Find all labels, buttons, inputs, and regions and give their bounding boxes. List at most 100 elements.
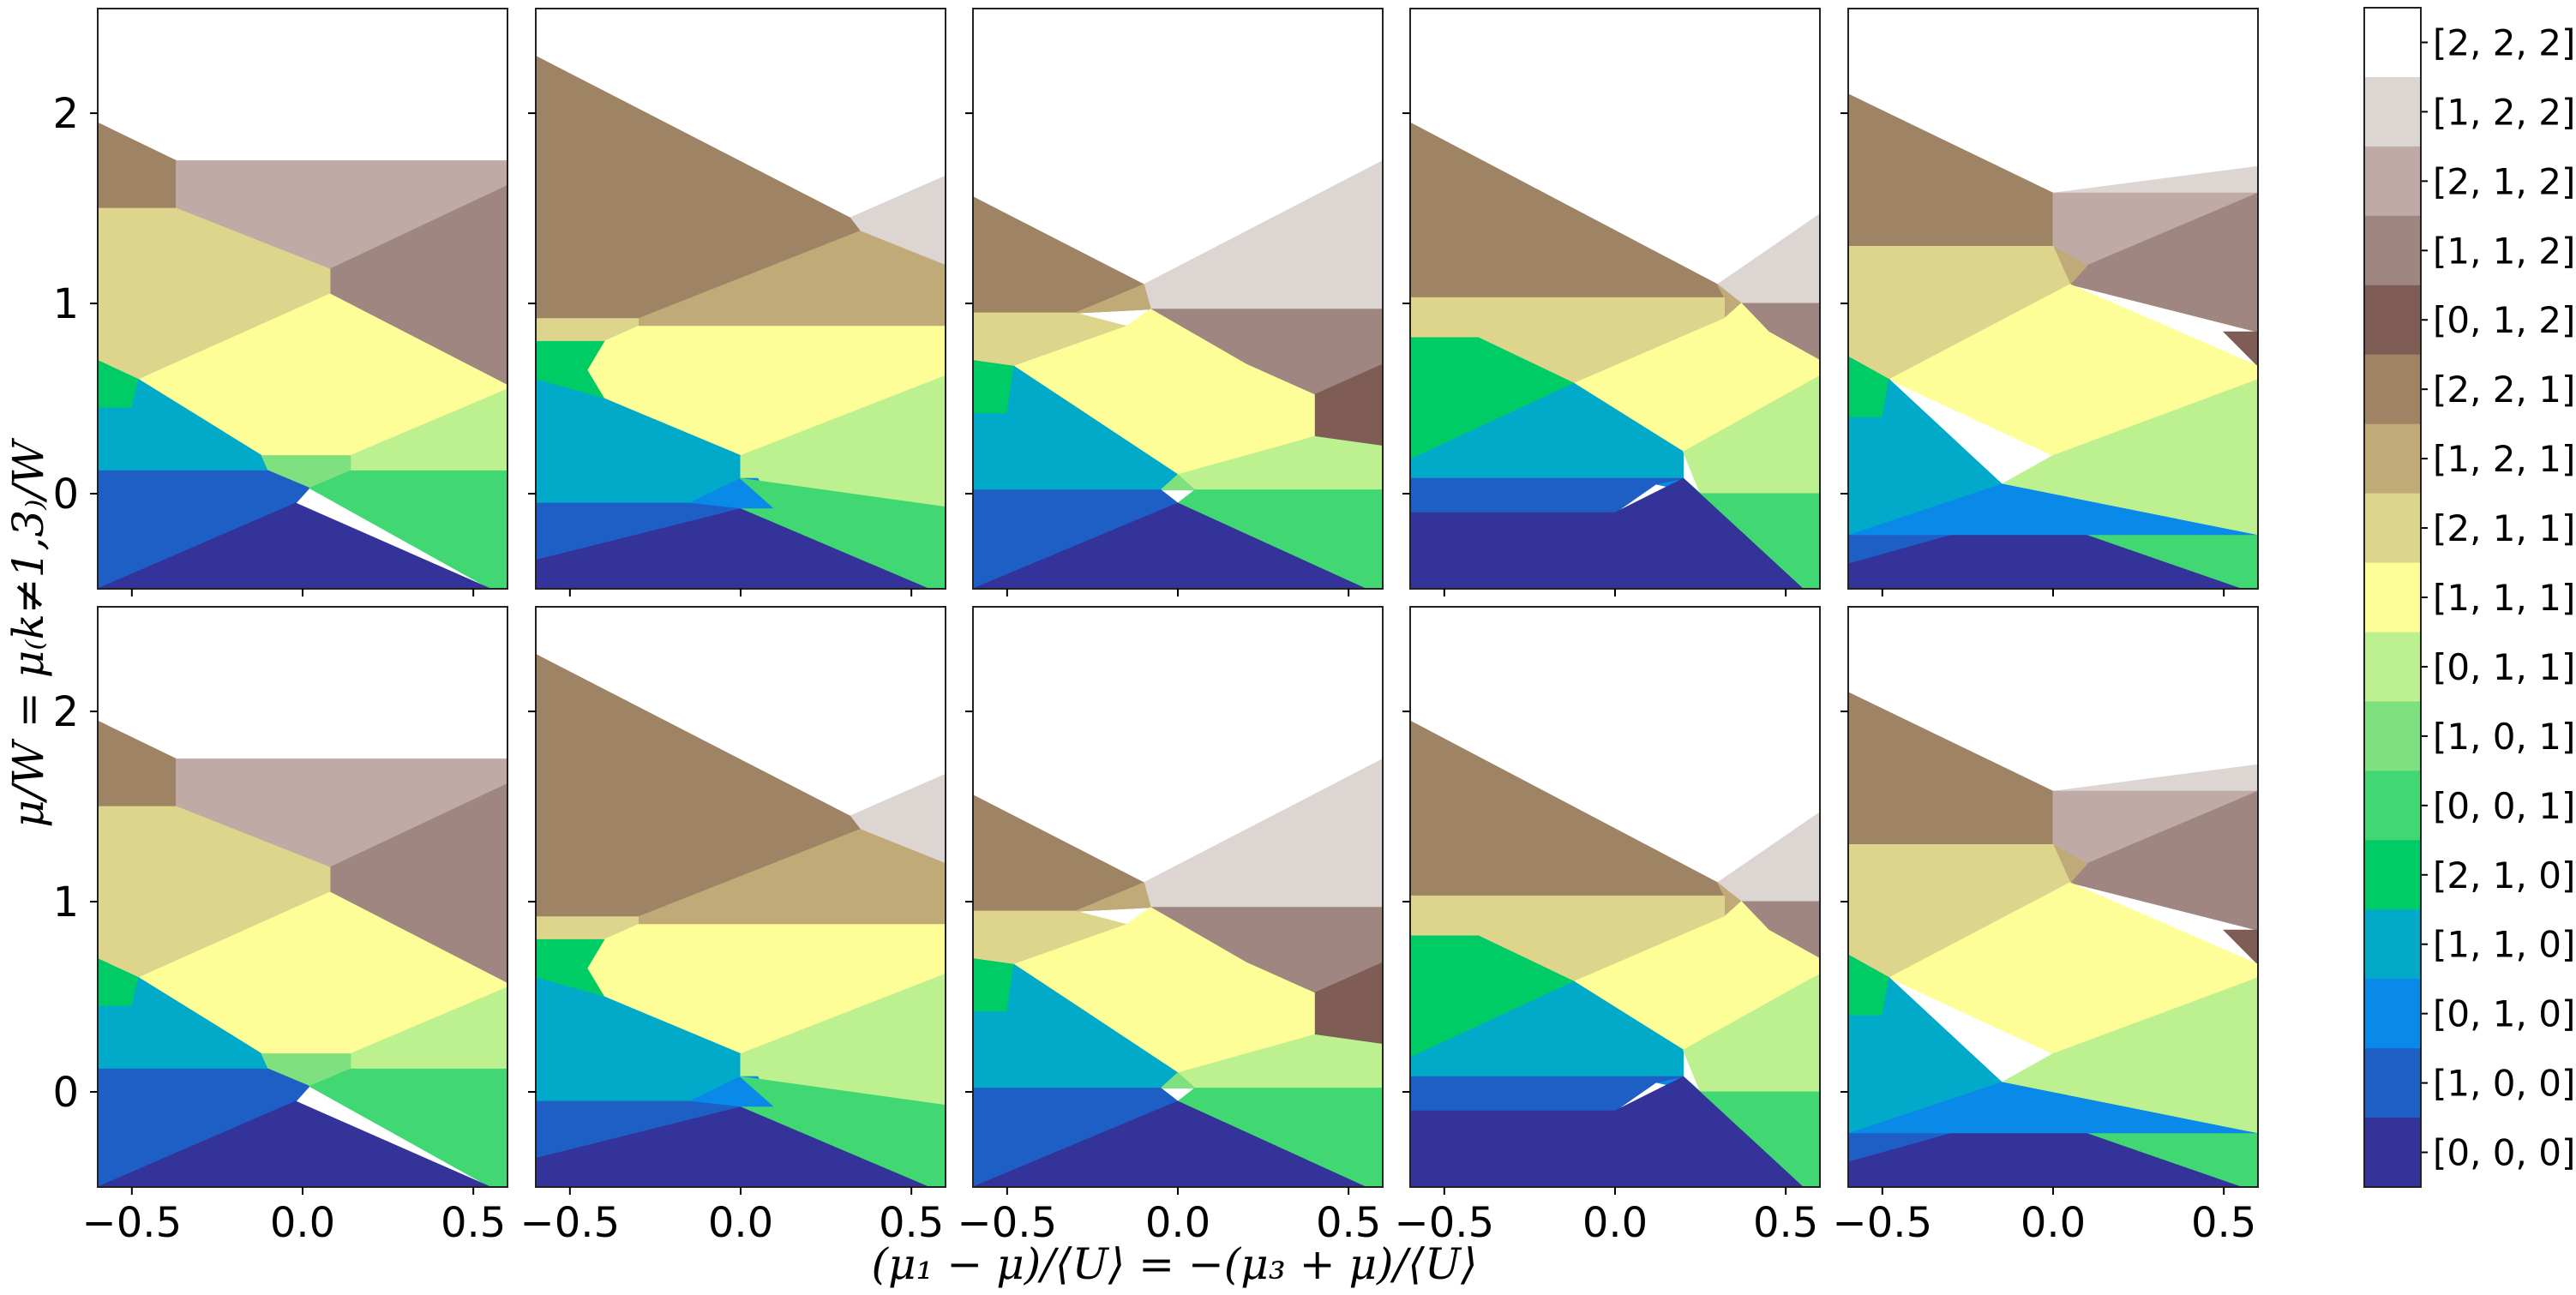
region-0-1-1 <box>1683 973 1820 1093</box>
panel-r2-c4: −0.5 0.0 0.5 <box>1395 606 1821 1247</box>
region-1-0-0 <box>1410 1076 1684 1112</box>
region-0-0-0 <box>973 502 1366 589</box>
region-0-1-2 <box>2222 929 2258 966</box>
x-tick-label: 0.5 <box>1316 1199 1381 1247</box>
colorbar-swatch <box>2364 1048 2421 1118</box>
region-1-1-0 <box>1410 980 1684 1077</box>
colorbar-label: [0, 1, 2] <box>2433 299 2575 341</box>
colorbar-swatch <box>2364 909 2421 980</box>
region-1-1-0 <box>1410 382 1684 479</box>
colorbar-label: [1, 2, 2] <box>2433 91 2575 133</box>
colorbar: [2, 2, 2] [1, 2, 2] [2, 1, 2] [1, 1, 2] [0, … <box>2363 7 2575 1188</box>
region-1-0-1 <box>1159 474 1197 491</box>
x-tick-label: −0.5 <box>1395 1199 1495 1247</box>
colorbar-label: [0, 0, 0] <box>2433 1132 2575 1174</box>
region-1-0-0 <box>98 470 310 589</box>
region-2-1-0 <box>973 360 1015 415</box>
region-0-0-0 <box>1410 1076 1804 1187</box>
region-1-0-1 <box>1159 1072 1197 1089</box>
x-tick-label: 0.0 <box>1582 1199 1648 1247</box>
region-0-0-1 <box>739 1076 946 1187</box>
region-0-1-1 <box>1683 375 1820 495</box>
colorbar-label: [2, 2, 2] <box>2433 21 2575 63</box>
region-0-1-1 <box>740 973 946 1106</box>
colorbar-swatch <box>2364 493 2421 564</box>
region-1-1-0 <box>1848 976 2003 1135</box>
region-0-0-1 <box>739 477 946 589</box>
panel-r2-c3: −0.5 0.0 0.5 <box>958 606 1384 1247</box>
colorbar-label: [1, 2, 1] <box>2433 438 2575 480</box>
x-tick-label: 0.0 <box>2021 1199 2086 1247</box>
region-2-2-2 <box>98 607 507 760</box>
x-tick-label: −0.5 <box>520 1199 621 1247</box>
region-0-0-0 <box>536 508 929 589</box>
y-tick-label: 1 <box>52 280 79 328</box>
region-0-0-0 <box>98 502 491 589</box>
region-0-0-1 <box>308 1068 507 1187</box>
colorbar-swatch <box>2364 423 2421 495</box>
x-tick-label: 0.5 <box>2191 1199 2256 1247</box>
region-0-0-0 <box>98 1100 491 1187</box>
region-2-1-0 <box>536 340 605 399</box>
y-axis-label: μ/W = μ₍k≠1,3₎/W <box>3 438 53 828</box>
colorbar-swatch <box>2364 770 2421 841</box>
region-0-0-1 <box>1177 1088 1383 1187</box>
region-1-0-0 <box>98 1068 310 1187</box>
colorbar-swatch <box>2364 215 2421 286</box>
region-0-1-1 <box>2000 379 2258 537</box>
colorbar-swatch <box>2364 1118 2421 1188</box>
panel-r1-c3 <box>965 8 1384 597</box>
region-2-2-2 <box>98 9 507 162</box>
x-tick-label: 0.5 <box>879 1199 944 1247</box>
y-tick-label: 0 <box>52 471 79 519</box>
region-0-0-0 <box>973 1100 1366 1187</box>
region-0-0-1 <box>1177 489 1383 589</box>
region-0-1-1 <box>740 375 946 508</box>
colorbar-swatch <box>2364 146 2421 217</box>
x-tick-label: 0.0 <box>1145 1199 1210 1247</box>
x-tick-label: 0.5 <box>1753 1199 1818 1247</box>
colorbar-label: [2, 2, 1] <box>2433 369 2575 411</box>
colorbar-label: [1, 0, 1] <box>2433 716 2575 758</box>
y-tick-label: 1 <box>52 878 79 926</box>
colorbar-label: [1, 1, 2] <box>2433 230 2575 272</box>
panel-r2-c1: −0.5 0.0 0.5 0 1 2 <box>52 606 508 1247</box>
colorbar-label: [1, 0, 0] <box>2433 1063 2575 1105</box>
panel-r1-c2 <box>528 8 946 597</box>
colorbar-swatch <box>2364 76 2421 147</box>
y-tick-label: 0 <box>52 1069 79 1117</box>
region-0-1-1 <box>2000 977 2258 1135</box>
region-0-0-0 <box>1848 1133 2242 1187</box>
x-tick-label: 0.0 <box>270 1199 335 1247</box>
colorbar-label: [2, 1, 0] <box>2433 854 2575 896</box>
colorbar-swatch <box>2364 840 2421 910</box>
x-axis-label: (μ₁ − μ)/⟨U⟩ = −(μ₃ + μ)/⟨U⟩ <box>871 1239 1477 1289</box>
region-1-2-1 <box>1075 284 1151 314</box>
region-0-0-0 <box>1410 477 1804 589</box>
colorbar-label: [1, 1, 1] <box>2433 577 2575 619</box>
x-tick-label: −0.5 <box>958 1199 1058 1247</box>
colorbar-label: [2, 1, 1] <box>2433 507 2575 549</box>
region-1-0-0 <box>1410 477 1684 513</box>
region-0-0-0 <box>536 1106 929 1187</box>
region-1-2-1 <box>1075 882 1151 912</box>
panel-r1-c4 <box>1402 8 1821 597</box>
panel-r1-c5 <box>1840 8 2259 597</box>
colorbar-swatch <box>2364 354 2421 425</box>
colorbar-label: [0, 1, 1] <box>2433 646 2575 688</box>
colorbar-swatch <box>2364 632 2421 702</box>
panel-r2-c5: −0.5 0.0 0.5 <box>1833 606 2259 1247</box>
x-tick-label: 0.5 <box>441 1199 506 1247</box>
region-1-1-0 <box>1848 378 2003 537</box>
region-0-0-0 <box>1848 535 2242 589</box>
colorbar-swatch <box>2364 701 2421 771</box>
colorbar-label: [1, 1, 0] <box>2433 924 2575 966</box>
y-tick-label: 2 <box>52 688 79 736</box>
x-tick-label: 0.0 <box>708 1199 773 1247</box>
colorbar-swatch <box>2364 8 2421 78</box>
panel-r2-c2: −0.5 0.0 0.5 <box>520 606 946 1247</box>
colorbar-frame <box>2363 7 2422 1188</box>
region-0-0-1 <box>308 470 507 589</box>
